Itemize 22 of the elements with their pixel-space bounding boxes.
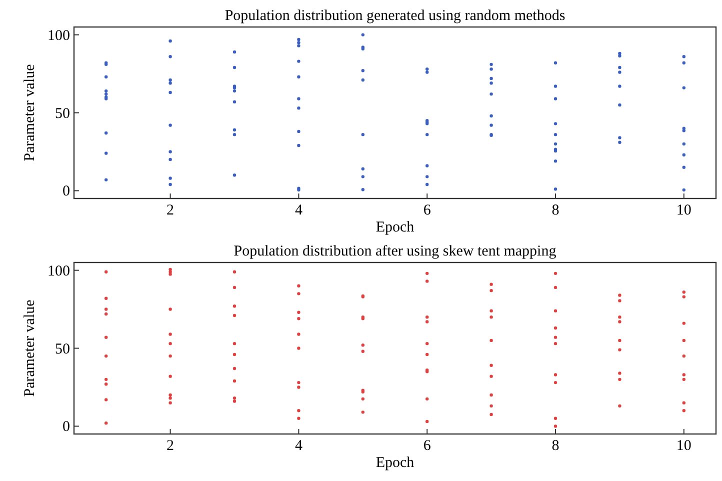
x-tick-label: 6 bbox=[423, 438, 432, 454]
x-tick-label: 4 bbox=[294, 438, 303, 454]
x-axis-title: Epoch bbox=[376, 455, 415, 471]
y-axis-title: Parameter value bbox=[22, 64, 38, 162]
y-tick-label: 0 bbox=[62, 419, 70, 436]
y-tick-label: 100 bbox=[48, 263, 70, 280]
x-axis-title: Epoch bbox=[376, 220, 415, 236]
y-axis-title: Parameter value bbox=[22, 299, 38, 397]
x-tick-label: 6 bbox=[423, 202, 432, 218]
x-tick-label: 8 bbox=[552, 202, 560, 218]
chart-title: Population distribution after using skew tent mapping bbox=[234, 244, 557, 260]
x-tick-label: 2 bbox=[166, 438, 174, 454]
x-tick-label: 10 bbox=[676, 438, 692, 454]
x-tick-label: 4 bbox=[294, 202, 303, 218]
chart-title: Population distribution generated using random methods bbox=[224, 8, 566, 24]
y-tick-label: 100 bbox=[48, 28, 70, 44]
y-tick-label: 50 bbox=[55, 106, 70, 122]
y-tick-label: 0 bbox=[62, 184, 70, 200]
x-tick-label: 2 bbox=[166, 202, 174, 218]
y-tick-label: 50 bbox=[55, 341, 70, 358]
x-tick-label: 10 bbox=[676, 202, 692, 218]
x-tick-label: 8 bbox=[552, 438, 560, 454]
